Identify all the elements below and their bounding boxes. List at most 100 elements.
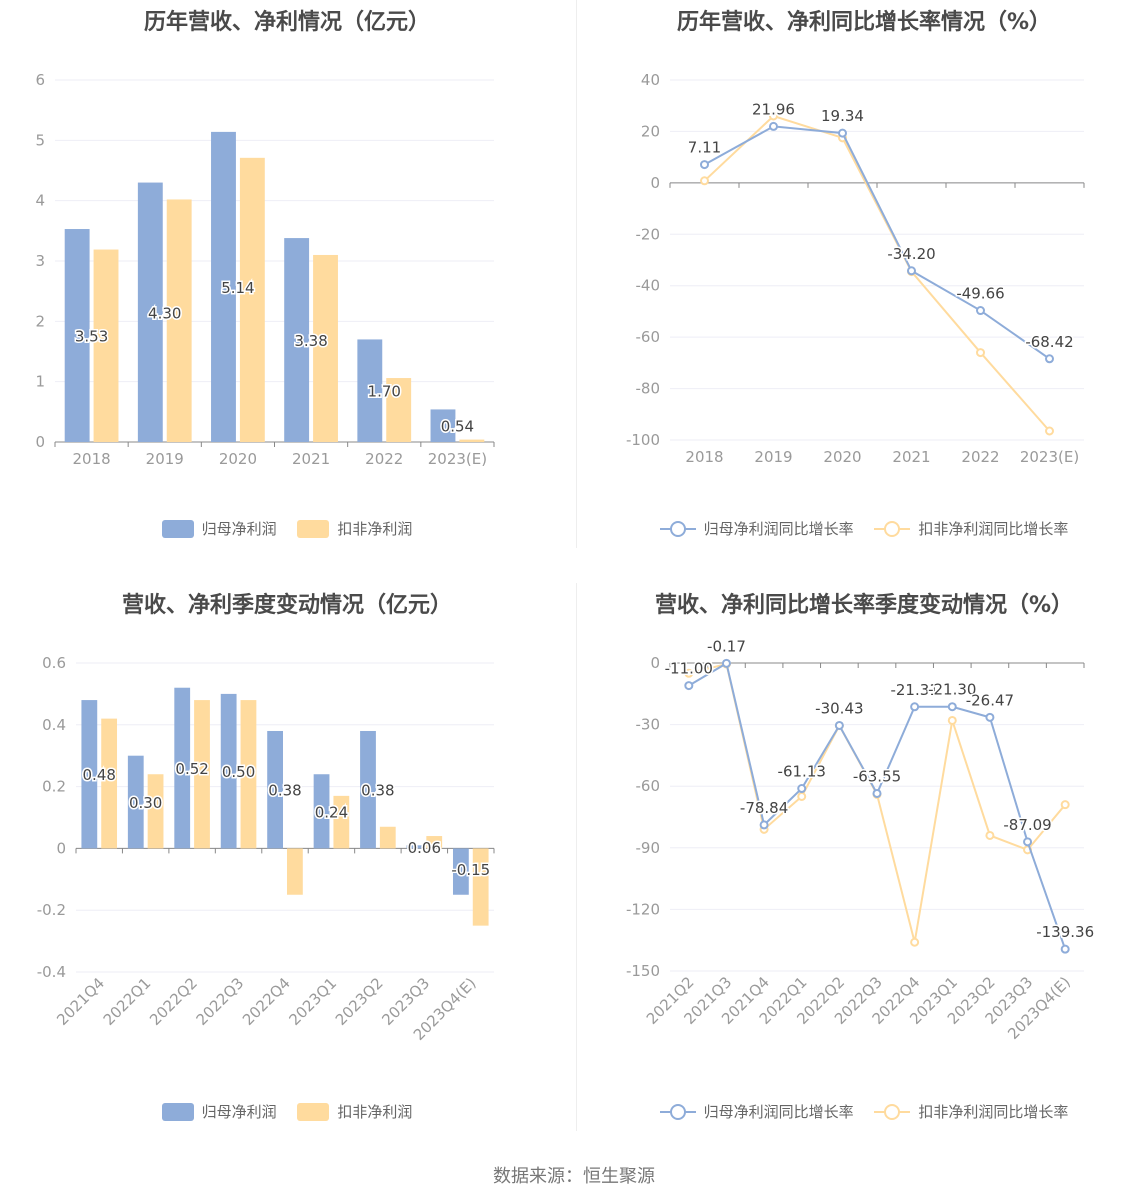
- legend: 归母净利润同比增长率 扣非净利润同比增长率: [580, 518, 1148, 541]
- data-label: 19.34: [821, 107, 864, 125]
- data-point: [872, 788, 882, 798]
- data-label: 7.11: [688, 139, 721, 157]
- bar: [147, 774, 164, 849]
- data-point: [838, 128, 847, 138]
- y-tick-label: 0: [35, 433, 45, 451]
- bar: [127, 755, 144, 849]
- legend-swatch-icon: [297, 519, 330, 538]
- x-tick-label: 2023(E): [428, 450, 487, 468]
- legend-item-parent-profit[interactable]: 归母净利润: [161, 1101, 277, 1122]
- y-tick-label: -80: [636, 380, 661, 398]
- bar: [64, 229, 90, 442]
- quarterly-profit-chart: -0.4-0.200.20.40.62021Q42022Q12022Q22022…: [37, 654, 495, 1044]
- bar: [379, 826, 396, 849]
- y-tick-label: 0.2: [42, 778, 66, 796]
- x-tick-label: 2021Q4: [53, 974, 108, 1029]
- bar: [333, 795, 350, 849]
- data-point: [797, 791, 807, 801]
- y-tick-label: -0.4: [37, 963, 66, 981]
- panel-quarterly-profit: 营收、净利季度变动情况（亿元） -0.4 -0.2 0 0.2 0.4 0.6 2021Q4…: [0, 583, 574, 1143]
- quarterly-growth-chart: -150-120-90-60-3002021Q22021Q32021Q42022…: [626, 636, 1096, 1043]
- bar: [360, 730, 376, 849]
- data-point: [910, 937, 920, 947]
- data-label: 0.54: [441, 418, 474, 436]
- bar: [430, 409, 456, 442]
- chart-title: 营收、净利同比增长率季度变动情况（%）: [654, 593, 1074, 618]
- data-point: [985, 712, 995, 722]
- data-point: [985, 830, 995, 840]
- x-tick-label: 2022Q2: [146, 974, 201, 1029]
- bar: [284, 238, 310, 442]
- bar: [267, 730, 283, 849]
- x-tick-label: 2021: [892, 448, 930, 466]
- y-tick-label: -150: [626, 962, 660, 980]
- data-point: [1045, 426, 1054, 436]
- data-label: 5.14: [221, 279, 254, 297]
- y-tick-label: -100: [626, 431, 660, 449]
- data-label: -63.55: [853, 767, 901, 785]
- bar: [357, 339, 383, 442]
- legend-item-parent-profit[interactable]: 归母净利润: [161, 518, 277, 539]
- y-tick-label: 0.4: [42, 716, 66, 734]
- legend-label: 扣非净利润同比增长率: [918, 1103, 1069, 1121]
- y-tick-label: 0: [56, 839, 66, 857]
- x-tick-label: 2023Q1: [285, 974, 340, 1029]
- data-label: -0.17: [707, 637, 746, 655]
- legend-item-deducted-growth[interactable]: 扣非净利润同比增长率: [874, 518, 1068, 539]
- x-tick-label: 2023(E): [1020, 448, 1079, 466]
- chart-title: 历年营收、净利同比增长率情况（%）: [676, 10, 1052, 35]
- data-point: [976, 306, 985, 316]
- data-point: [947, 715, 957, 725]
- legend-item-deducted-growth[interactable]: 扣非净利润同比增长率: [874, 1101, 1068, 1122]
- data-point: [1045, 354, 1054, 364]
- bar: [313, 254, 338, 442]
- legend: 归母净利润 扣非净利润: [0, 1101, 574, 1125]
- legend-label: 归母净利润同比增长率: [703, 520, 854, 538]
- y-tick-label: 0: [650, 654, 660, 672]
- y-tick-label: -90: [636, 839, 661, 857]
- y-tick-label: 1: [35, 373, 45, 391]
- data-point: [700, 160, 709, 170]
- y-tick-label: 3: [35, 252, 45, 270]
- data-label: -139.36: [1036, 923, 1094, 941]
- bar: [93, 249, 119, 442]
- data-point: [834, 720, 844, 730]
- data-label: -61.13: [778, 763, 826, 781]
- legend-label: 归母净利润同比增长率: [703, 1103, 854, 1121]
- series-line: [703, 114, 1051, 432]
- bar: [194, 700, 210, 849]
- data-label: 0.24: [315, 803, 348, 821]
- legend-item-parent-growth[interactable]: 归母净利润同比增长率: [659, 518, 854, 539]
- data-label: -11.00: [665, 660, 713, 678]
- data-label: -87.09: [1003, 816, 1051, 834]
- x-tick-label: 2018: [685, 448, 723, 466]
- bar: [81, 700, 98, 849]
- data-label: -78.84: [740, 799, 788, 817]
- data-point: [910, 702, 920, 712]
- legend-item-deducted-profit[interactable]: 扣非净利润: [297, 518, 412, 539]
- legend-item-deducted-profit[interactable]: 扣非净利润: [297, 1101, 412, 1122]
- legend-label: 扣非净利润同比增长率: [918, 520, 1069, 538]
- legend-item-parent-growth[interactable]: 归母净利润同比增长率: [659, 1101, 854, 1122]
- data-source: 数据来源：恒生聚源: [493, 1166, 655, 1187]
- data-point: [769, 111, 778, 121]
- y-tick-label: 20: [641, 122, 660, 140]
- annual-growth-chart: -100 -80 -60 -40 -20 0 20 40 2018 2019 2020 2021 202…: [626, 71, 1085, 466]
- y-tick-label: -60: [636, 328, 661, 346]
- data-label: 0.48: [83, 766, 116, 784]
- data-label: 3.53: [75, 328, 108, 346]
- bar: [287, 848, 303, 895]
- vertical-divider: [576, 583, 577, 1131]
- y-tick-label: 0: [650, 174, 660, 192]
- data-point: [797, 784, 807, 794]
- bar: [240, 700, 257, 849]
- data-label: 3.38: [294, 332, 327, 350]
- legend: 归母净利润同比增长率 扣非净利润同比增长率: [580, 1101, 1148, 1124]
- x-tick-label: 2022Q3: [193, 974, 248, 1029]
- legend-label: 扣非净利润: [337, 1103, 413, 1121]
- y-tick-label: -60: [636, 777, 661, 795]
- bar: [211, 131, 236, 443]
- data-point: [684, 681, 694, 691]
- legend-label: 归母净利润: [201, 1103, 277, 1121]
- bar: [452, 848, 469, 895]
